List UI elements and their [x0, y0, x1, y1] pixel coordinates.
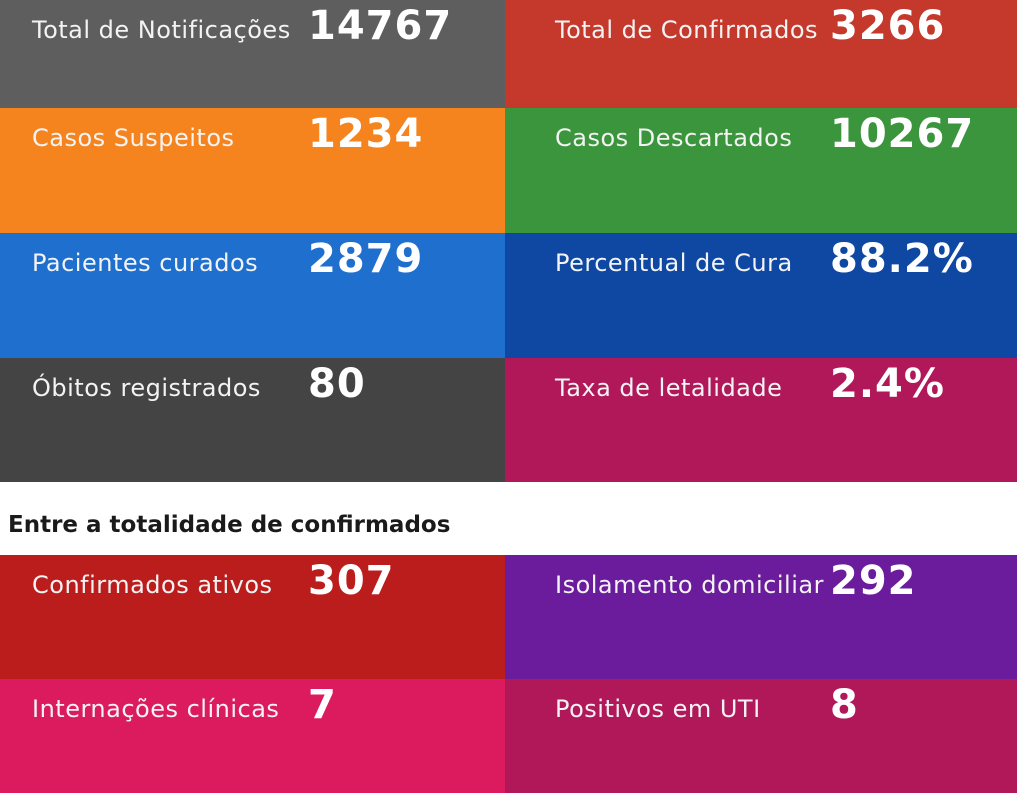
stat-value: 10267 [830, 111, 975, 157]
stat-card: Total de Confirmados 3266 [505, 0, 1017, 108]
stat-value: 7 [308, 682, 337, 728]
stat-value: 1234 [308, 111, 424, 157]
stat-card: Casos Suspeitos 1234 [0, 108, 505, 233]
stat-card: Pacientes curados 2879 [0, 233, 505, 358]
stat-label: Óbitos registrados [32, 374, 261, 402]
stat-label: Positivos em UTI [555, 695, 761, 723]
stat-label: Percentual de Cura [555, 249, 793, 277]
stat-label: Internações clínicas [32, 695, 280, 723]
stat-card: Positivos em UTI 8 [505, 679, 1017, 793]
stat-card: Óbitos registrados 80 [0, 358, 505, 482]
confirmed-breakdown-grid: Confirmados ativos 307 Isolamento domicili… [0, 555, 1017, 793]
stat-card: Casos Descartados 10267 [505, 108, 1017, 233]
stat-label: Pacientes curados [32, 249, 259, 277]
stat-label: Total de Notificações [32, 16, 291, 44]
stat-label: Total de Confirmados [555, 16, 819, 44]
section-heading: Entre a totalidade de confirmados [8, 512, 451, 538]
stat-card: Internações clínicas 7 [0, 679, 505, 793]
stat-value: 292 [830, 558, 917, 604]
stat-value: 307 [308, 558, 395, 604]
stats-grid: Total de Notificações 14767 Total de Confi… [0, 0, 1017, 482]
stat-value: 3266 [830, 3, 946, 49]
stat-label: Taxa de letalidade [555, 374, 783, 402]
stat-value: 2.4% [830, 361, 945, 407]
stat-value: 8 [830, 682, 859, 728]
stat-label: Confirmados ativos [32, 571, 273, 599]
stat-label: Isolamento domiciliar [555, 571, 824, 599]
stat-card: Isolamento domiciliar 292 [505, 555, 1017, 679]
stat-label: Casos Descartados [555, 124, 793, 152]
stat-card: Confirmados ativos 307 [0, 555, 505, 679]
stat-card: Percentual de Cura 88.2% [505, 233, 1017, 358]
stat-value: 14767 [308, 3, 453, 49]
stat-value: 2879 [308, 236, 424, 282]
stat-value: 80 [308, 361, 366, 407]
stat-label: Casos Suspeitos [32, 124, 235, 152]
stat-card: Taxa de letalidade 2.4% [505, 358, 1017, 482]
stat-card: Total de Notificações 14767 [0, 0, 505, 108]
stat-value: 88.2% [830, 236, 974, 282]
